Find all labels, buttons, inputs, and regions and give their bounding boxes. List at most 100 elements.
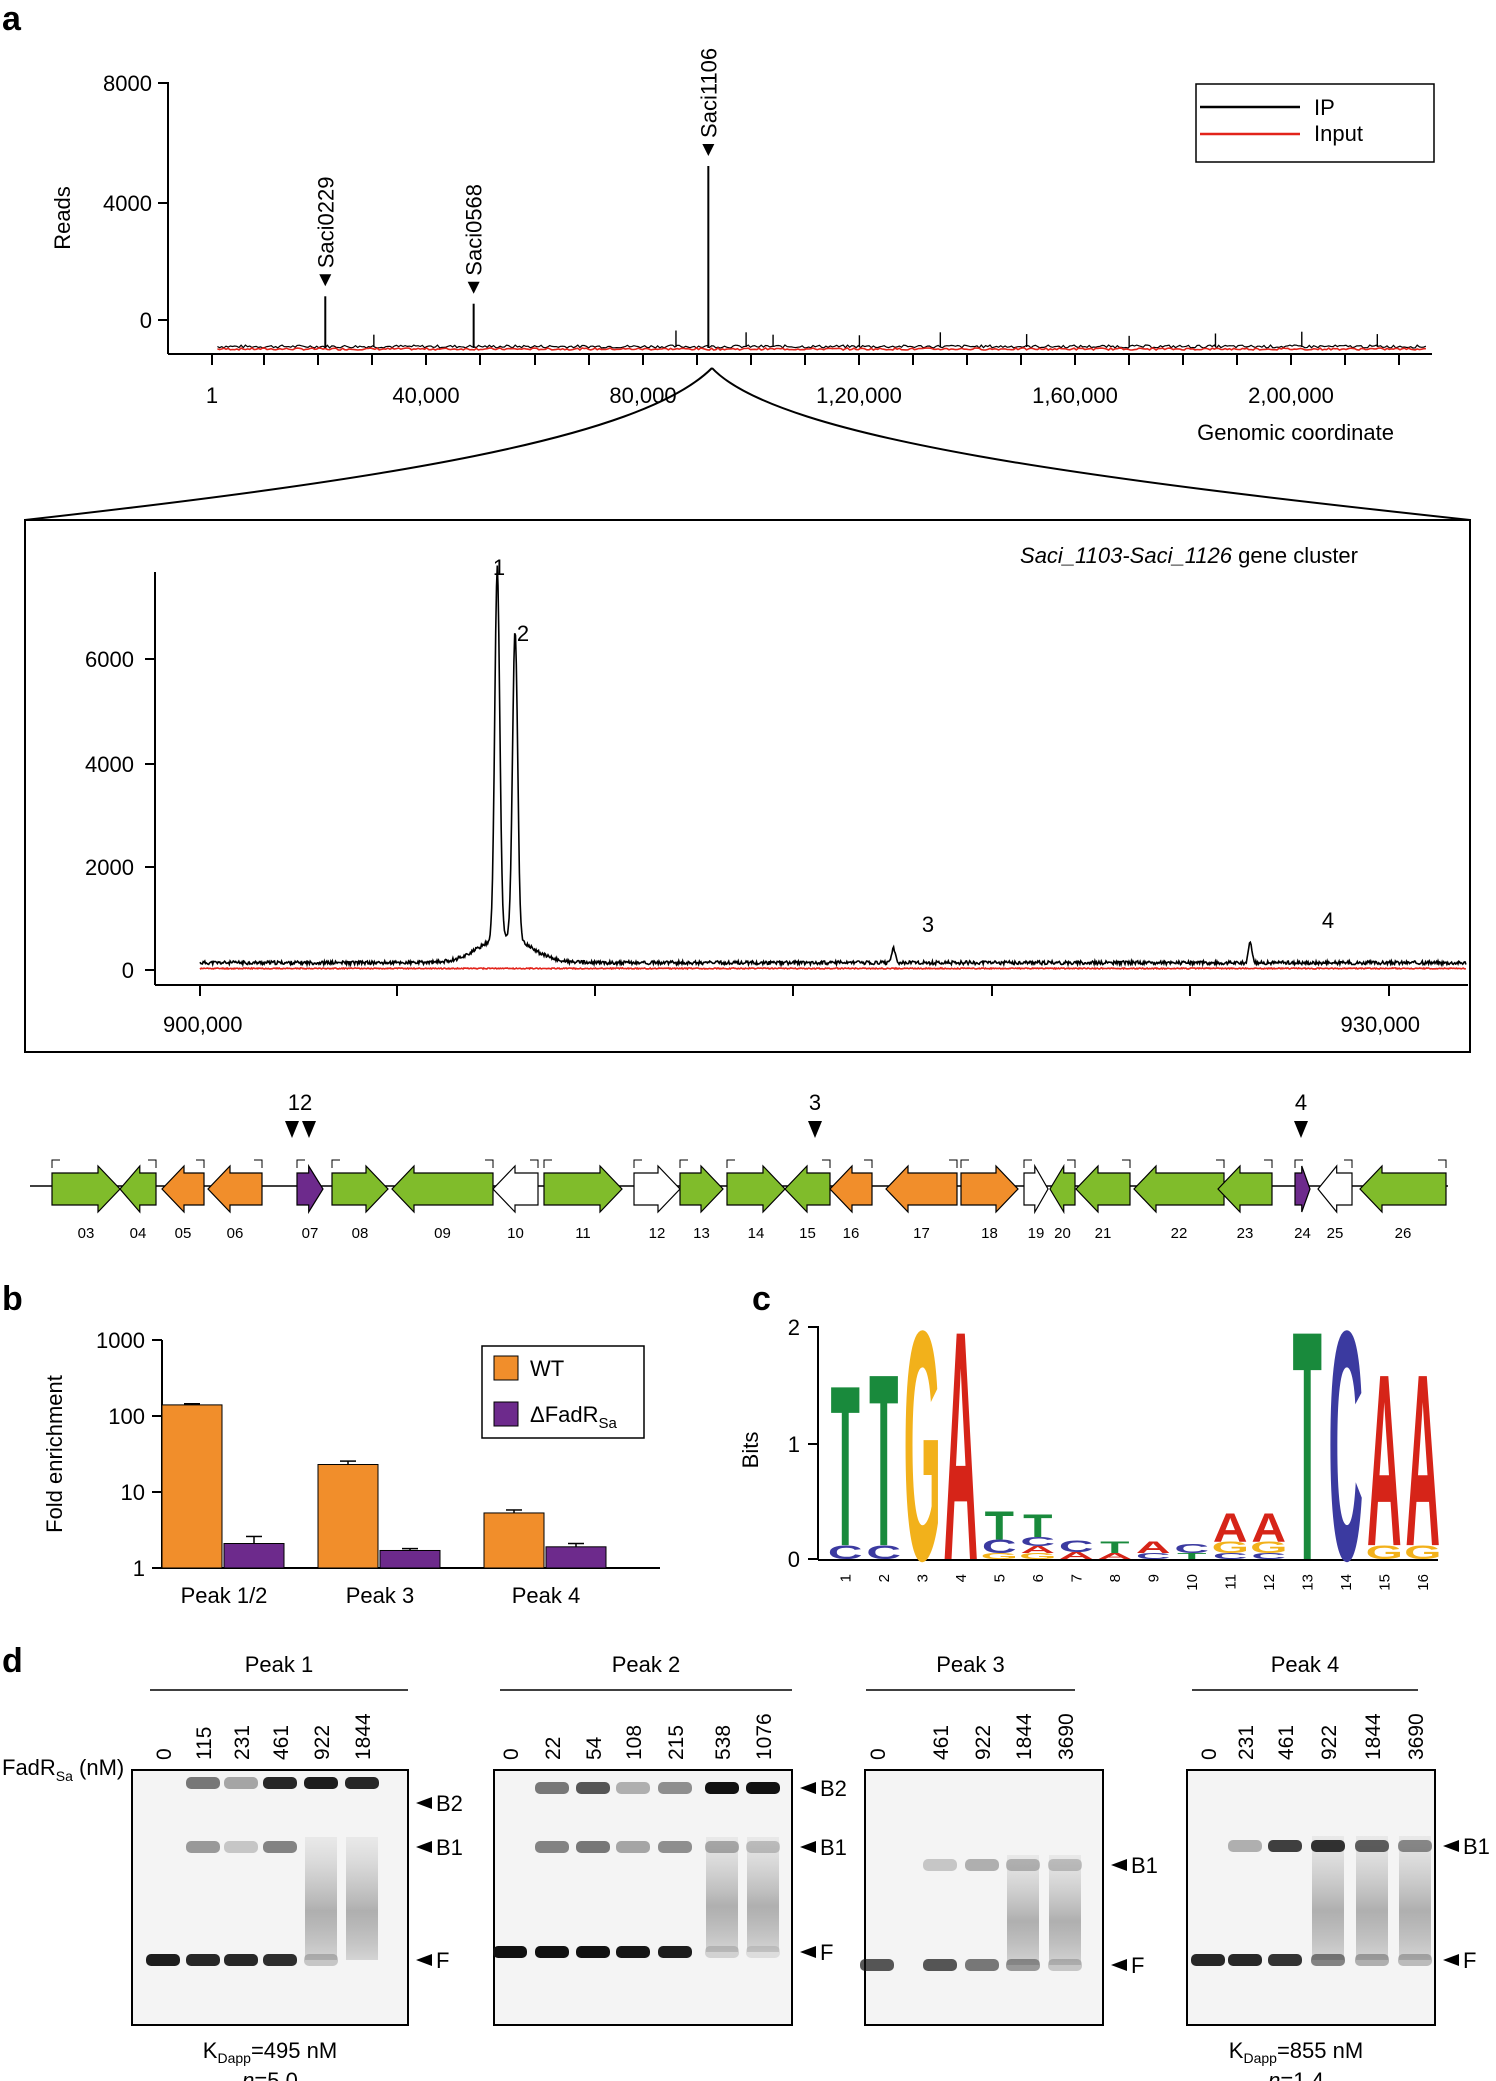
band-label-F: F <box>436 1948 449 1973</box>
panel-c-label: c <box>752 1280 771 1318</box>
marker-arrow-1 <box>285 1121 299 1138</box>
genome-plot: 8000 4000 0 Reads 1 40,000 80,000 1,20,0… <box>50 48 1435 445</box>
c-ytick: 2 <box>788 1315 800 1340</box>
logo-position: 1 <box>837 1574 854 1582</box>
logo-letter: T <box>985 1503 1014 1548</box>
logo-letter: C <box>866 1541 901 1563</box>
genome-peak-markers: Saci0229 Saci0568 Saci1106 <box>313 48 721 348</box>
gel-frame <box>1186 1769 1436 2026</box>
b-ytick: 10 <box>121 1480 145 1505</box>
promoter-mark <box>1264 1159 1273 1168</box>
gel-band-F <box>860 1959 894 1971</box>
zoom-ytick: 6000 <box>85 647 134 672</box>
promoter-mark <box>726 1159 735 1168</box>
logo-letter: T <box>869 1323 898 1598</box>
band-pointer <box>1443 1840 1459 1852</box>
emsa-gels: Peak 1 0 115 231 461 922 1844 B2 B1 F Peak 2 0 22 54 1… <box>131 1652 1490 2026</box>
gel-band-F <box>186 1954 220 1966</box>
gel-band-F <box>965 1959 999 1971</box>
gene-label-05: 05 <box>175 1225 192 1242</box>
zoom-title: Saci_1103-Saci_1126 gene cluster <box>1020 543 1358 568</box>
gel-lane-label: 231 <box>1235 1725 1258 1760</box>
gene-label-09: 09 <box>434 1225 451 1242</box>
gene-map: 03 04 05 06 07 08 09 10 11 12 13 14 15 16 17 18 19 20 21 22… <box>30 1090 1448 1242</box>
promoter-mark <box>485 1159 494 1168</box>
legend-ip-label: IP <box>1314 95 1335 120</box>
gel-band-B2 <box>186 1777 220 1789</box>
band-pointer <box>416 1841 432 1853</box>
gene-arrow-23 <box>1217 1164 1273 1214</box>
gel-band-F <box>616 1946 650 1958</box>
logo-position: 3 <box>914 1574 931 1582</box>
gel-lane-label: 0 <box>500 1748 523 1760</box>
gene-arrow-05 <box>161 1164 205 1214</box>
zoom-peak-label-4: 4 <box>1322 908 1334 933</box>
gel-lane-label: 922 <box>972 1725 995 1760</box>
panel-b-label: b <box>2 1280 23 1318</box>
genome-peak-label: Saci0229 <box>313 177 338 269</box>
logo-letter: C <box>1136 1552 1171 1561</box>
band-pointer <box>800 1946 816 1958</box>
promoter-mark <box>543 1159 552 1168</box>
gel-smear <box>1049 1855 1081 1965</box>
marker-arrow-3 <box>808 1121 822 1138</box>
promoter-mark <box>1344 1159 1353 1168</box>
gene-label-19: 19 <box>1028 1225 1045 1242</box>
gene-label-04: 04 <box>130 1225 147 1242</box>
zoom-input-trace <box>199 966 1466 971</box>
gene-label-25: 25 <box>1327 1225 1344 1242</box>
b-ytick: 100 <box>108 1404 145 1429</box>
band-label-B2: B2 <box>820 1776 847 1801</box>
band-label-B2: B2 <box>436 1791 463 1816</box>
zoom-ytick: 0 <box>122 958 134 983</box>
gene-label-21: 21 <box>1095 1225 1112 1242</box>
logo-letter: A <box>1020 1545 1055 1556</box>
kd-peak4: KDapp=855 nM <box>1229 2038 1363 2066</box>
gene-marker-12: 12 <box>288 1090 312 1115</box>
gel-band-B1 <box>965 1859 999 1871</box>
logo-letter: A <box>1136 1539 1171 1557</box>
b-legend-wt-label: WT <box>530 1356 564 1381</box>
gel-band-F <box>263 1954 297 1966</box>
logo-letter: C <box>1328 1262 1363 1629</box>
gel-band-F <box>576 1946 610 1958</box>
gene-label-15: 15 <box>799 1225 816 1242</box>
gene-arrow-16 <box>829 1164 873 1214</box>
logo-letter: C <box>1251 1552 1286 1561</box>
gel-smear <box>747 1837 779 1952</box>
b-bars <box>161 1402 607 1569</box>
gel-band-F <box>1355 1954 1389 1966</box>
gene-label-26: 26 <box>1395 1225 1412 1242</box>
gene-arrow-26 <box>1359 1164 1447 1214</box>
promoter-mark <box>1294 1159 1303 1168</box>
gel-peak3: Peak 3 0 461 922 1844 3690 B1 F <box>860 1652 1158 2026</box>
gel-band-B2 <box>304 1777 338 1789</box>
b-ytick: 1 <box>133 1556 145 1581</box>
logo-letter: T <box>1023 1507 1052 1544</box>
gene-arrow-03 <box>51 1164 121 1214</box>
zoom-ytick: 4000 <box>85 752 134 777</box>
marker-arrow-4 <box>1294 1121 1308 1138</box>
logo-position: 13 <box>1299 1574 1316 1591</box>
gel-band-B1 <box>535 1841 569 1853</box>
gel-lane-label: 922 <box>311 1725 334 1760</box>
logo-letter: G <box>981 1552 1018 1561</box>
gene-arrow-20 <box>1049 1163 1076 1215</box>
b-bar <box>223 1543 285 1569</box>
gene-arrow-08 <box>331 1164 389 1214</box>
b-legend-mutant-swatch <box>493 1401 519 1427</box>
gel-band-B2 <box>658 1782 692 1794</box>
logo-position: 9 <box>1145 1574 1162 1582</box>
gel-band-F <box>1228 1954 1262 1966</box>
logo-position: 6 <box>1030 1574 1047 1582</box>
gel-peak2: Peak 2 0 22 54 108 215 538 1076 B2 B1 F <box>493 1652 847 2026</box>
gel-band-F <box>493 1946 527 1958</box>
logo-letter: C <box>1059 1537 1094 1555</box>
b-bar <box>545 1546 607 1569</box>
gel-lane-label: 115 <box>193 1727 216 1760</box>
gel-band-B2 <box>535 1782 569 1794</box>
logo-letter: G <box>1212 1539 1249 1557</box>
promoter-mark <box>949 1159 958 1168</box>
band-label-B1: B1 <box>1131 1853 1158 1878</box>
gel-lane-label: 1844 <box>1362 1713 1385 1760</box>
